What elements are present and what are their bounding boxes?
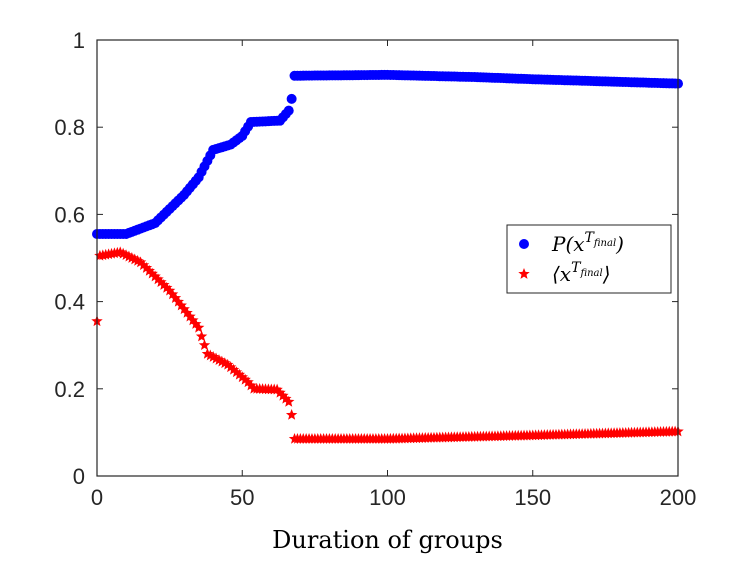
plot-area [91,69,684,444]
data-point [207,351,219,362]
data-point [175,299,187,311]
data-point [187,314,199,326]
data-point [172,295,185,307]
data-point [230,366,243,378]
legend-marker [519,239,529,249]
data-point [242,376,254,388]
data-point [216,355,228,367]
data-point [190,318,202,329]
data-point [245,379,257,391]
data-point [277,389,289,401]
x-tick-label: 200 [660,485,697,510]
x-axis-label: Duration of groups [272,526,503,554]
data-point [140,262,153,273]
data-point [271,383,283,395]
data-point [283,105,294,116]
data-point [286,93,297,104]
legend-box [506,224,672,294]
y-tick-label: 0.8 [54,115,85,140]
data-point [213,354,225,365]
y-tick-label: 0.2 [54,377,85,402]
data-point [155,276,167,288]
y-tick-label: 0.4 [54,290,85,315]
data-point [274,386,286,398]
data-point [166,288,179,300]
x-tick-label: 150 [514,485,551,510]
legend-label: P(xTfinal) [551,230,624,256]
data-point [134,256,147,268]
data-point [198,339,211,351]
data-point [210,352,222,364]
data-point [184,310,196,322]
data-point [169,292,182,303]
data-point [137,259,150,271]
x-tick-label: 50 [230,485,254,510]
series-1 [92,69,683,240]
data-point [204,349,216,361]
legend-marker [518,268,530,279]
axes: 0 50 100 150 200 0 0.2 0.4 0.6 0.8 1 Duration of gr… [54,28,696,554]
data-point [161,281,173,293]
data-point [181,306,193,318]
data-point [227,363,240,375]
data-point [192,321,205,333]
data-point [222,358,234,370]
legend-label: ⟨xTfinal⟩ [552,260,611,286]
legend: P(xTfinal) ⟨xTfinal⟩ [506,224,672,294]
data-point [236,371,248,383]
data-point [224,361,237,373]
data-point [158,279,170,290]
data-point [239,373,251,385]
data-point [152,273,164,285]
y-tick-label: 0 [73,464,85,489]
data-point [283,395,295,407]
data-point [233,368,246,380]
data-point [163,284,176,296]
y-tick-label: 0.6 [54,202,85,227]
data-point [201,347,214,359]
data-point [195,330,208,342]
data-point [219,357,231,369]
data-point [149,270,161,282]
y-tick-label: 1 [73,28,85,53]
x-tick-label: 100 [369,485,406,510]
data-point [285,408,298,420]
data-point [178,303,190,315]
data-point [143,264,155,276]
x-tick-label: 0 [91,485,103,510]
data-point [146,267,158,279]
data-point [280,392,292,404]
